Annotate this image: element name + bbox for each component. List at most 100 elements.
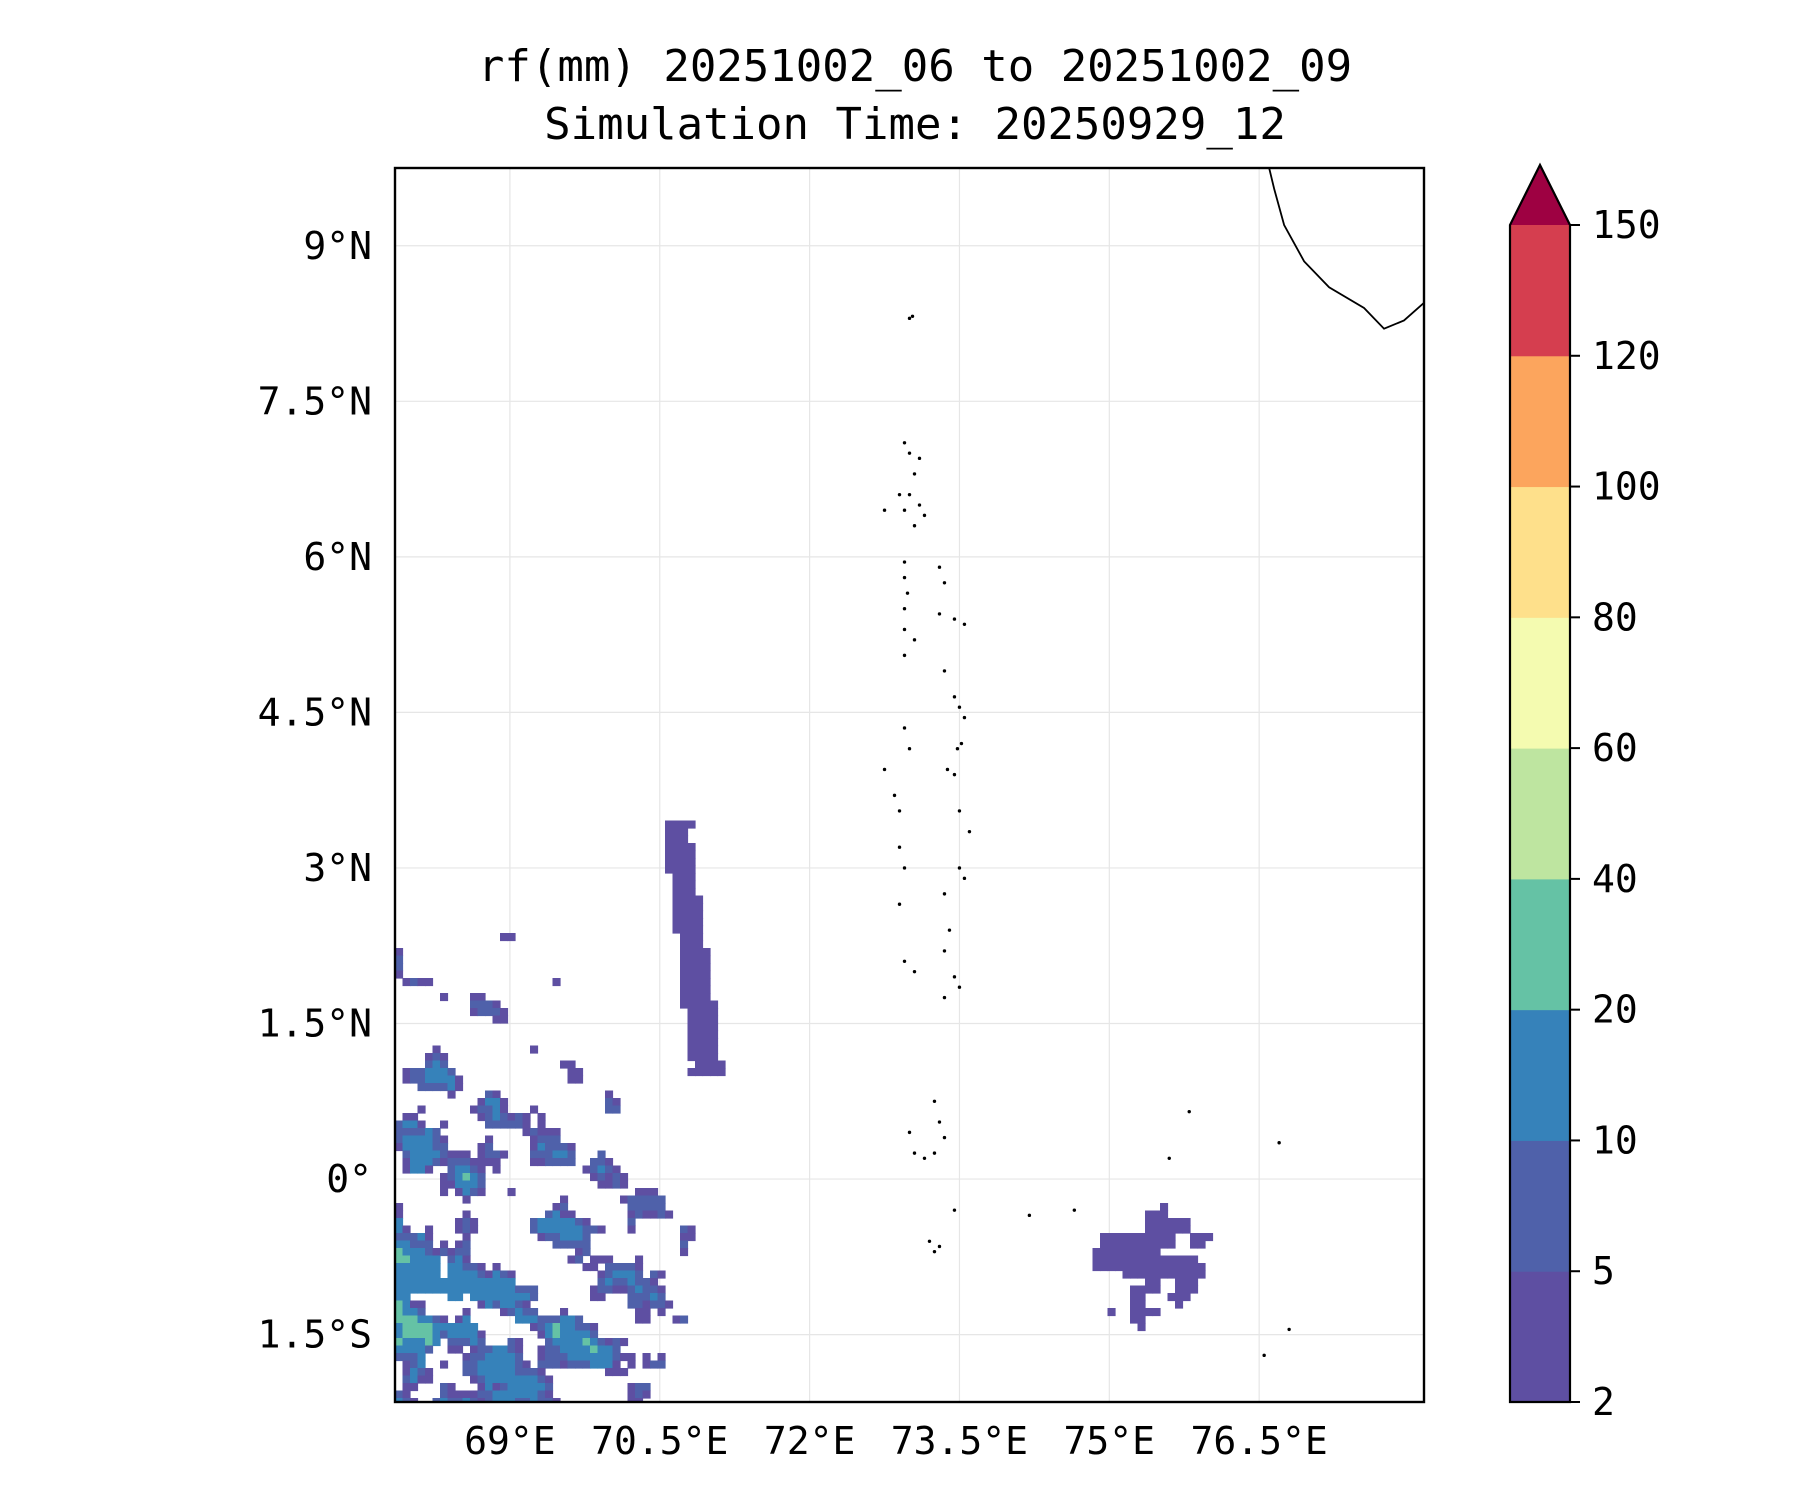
rain-cell (530, 1398, 539, 1402)
rain-cell (470, 1293, 479, 1302)
rain-cell (470, 1353, 479, 1362)
rain-cell (515, 1338, 524, 1347)
rain-cell (492, 1090, 501, 1099)
rain-cell (687, 1045, 696, 1054)
colorbar-label: 2 (1592, 1380, 1615, 1424)
rain-cell (605, 1338, 614, 1347)
rain-cell (447, 1278, 456, 1287)
rain-cell (605, 1105, 614, 1114)
rain-cell (440, 1068, 449, 1077)
rain-cell (665, 850, 674, 859)
rain-cell (477, 1353, 486, 1362)
rain-cell (1182, 1263, 1191, 1272)
rain-cell (417, 1150, 426, 1159)
rain-cell (425, 1285, 434, 1294)
rain-cell (500, 1390, 509, 1399)
rain-cell (597, 1173, 606, 1182)
rain-cell (612, 1338, 621, 1347)
rain-cell (1182, 1278, 1191, 1287)
rain-cell (642, 1360, 651, 1369)
rain-cell (710, 1053, 719, 1062)
rain-cell (680, 910, 689, 919)
rain-cell (470, 1263, 479, 1272)
rain-cell (560, 1233, 569, 1242)
rain-cell (395, 1120, 404, 1129)
rain-cell (402, 1345, 411, 1354)
rain-cell (605, 1173, 614, 1182)
rain-cell (537, 1143, 546, 1152)
atoll-dot (912, 638, 917, 642)
rain-cell (500, 933, 509, 942)
rain-cell (597, 1270, 606, 1279)
rain-cell (507, 1270, 516, 1279)
rain-cell (1160, 1270, 1169, 1279)
rain-cell (635, 1383, 644, 1392)
rain-cell (1175, 1255, 1184, 1264)
rain-cell (515, 1375, 524, 1384)
rain-cell (470, 1398, 479, 1402)
rain-cell (687, 873, 696, 882)
rain-cell (477, 1158, 486, 1167)
rain-cell (530, 1285, 539, 1294)
rain-cell (597, 1353, 606, 1362)
rain-cell (492, 1300, 501, 1309)
rain-cell (500, 1353, 509, 1362)
rain-cell (1197, 1233, 1206, 1242)
rain-cell (522, 1128, 531, 1137)
rain-cell (687, 850, 696, 859)
rain-cell (1167, 1218, 1176, 1227)
rain-cell (1160, 1255, 1169, 1264)
rain-cell (545, 1210, 554, 1219)
atoll-dot (1027, 1213, 1032, 1218)
rain-cell (560, 1308, 569, 1317)
rain-cell (425, 1083, 434, 1092)
colorbar: 2 5 10 20 40 60 80 100 120 150 (1508, 162, 1661, 1424)
rain-cell (402, 1353, 411, 1362)
rain-cell (425, 1248, 434, 1257)
rain-cell (1175, 1285, 1184, 1294)
atoll-dot (922, 1156, 927, 1161)
rain-cell (635, 1195, 644, 1204)
rain-cell (1167, 1263, 1176, 1272)
rain-cell (552, 1398, 561, 1402)
rain-cell (567, 1345, 576, 1354)
rain-cell (462, 1338, 471, 1347)
rain-cell (485, 1345, 494, 1354)
atoll-dot (957, 866, 962, 870)
rain-cell (627, 1278, 636, 1287)
lon-tick-label: 76.5°E (1191, 1419, 1328, 1463)
rain-cell (432, 1060, 441, 1069)
rain-cell (695, 970, 704, 979)
rain-cell (552, 1315, 561, 1324)
rain-cell (395, 1203, 404, 1212)
rain-cell (1190, 1285, 1199, 1294)
coastline-layer (882, 168, 1424, 1358)
rain-cell (462, 1315, 471, 1324)
rain-cell (560, 1323, 569, 1332)
rain-cell (687, 880, 696, 889)
rain-cell (500, 1360, 509, 1369)
rain-cell (710, 1008, 719, 1017)
rain-cell (1175, 1225, 1184, 1234)
rain-cell (575, 1240, 584, 1249)
rain-cell (455, 1218, 464, 1227)
rain-cell (395, 955, 404, 964)
rain-cell (635, 1398, 644, 1402)
rain-cell (575, 1075, 584, 1084)
rain-cell (642, 1315, 651, 1324)
rain-cell (597, 1360, 606, 1369)
rain-cell (507, 1375, 516, 1384)
rain-cell (575, 1338, 584, 1347)
rain-cell (395, 1263, 404, 1272)
rain-cell (1152, 1263, 1161, 1272)
rain-cell (417, 1105, 426, 1114)
rain-cell (702, 1015, 711, 1024)
rain-cell (515, 1293, 524, 1302)
rain-cell (1145, 1225, 1154, 1234)
rain-cell (470, 1173, 479, 1182)
rain-cell (1145, 1270, 1154, 1279)
rain-cell (552, 1128, 561, 1137)
rain-cell (507, 1353, 516, 1362)
rain-cell (567, 1255, 576, 1264)
rain-cell (417, 1233, 426, 1242)
